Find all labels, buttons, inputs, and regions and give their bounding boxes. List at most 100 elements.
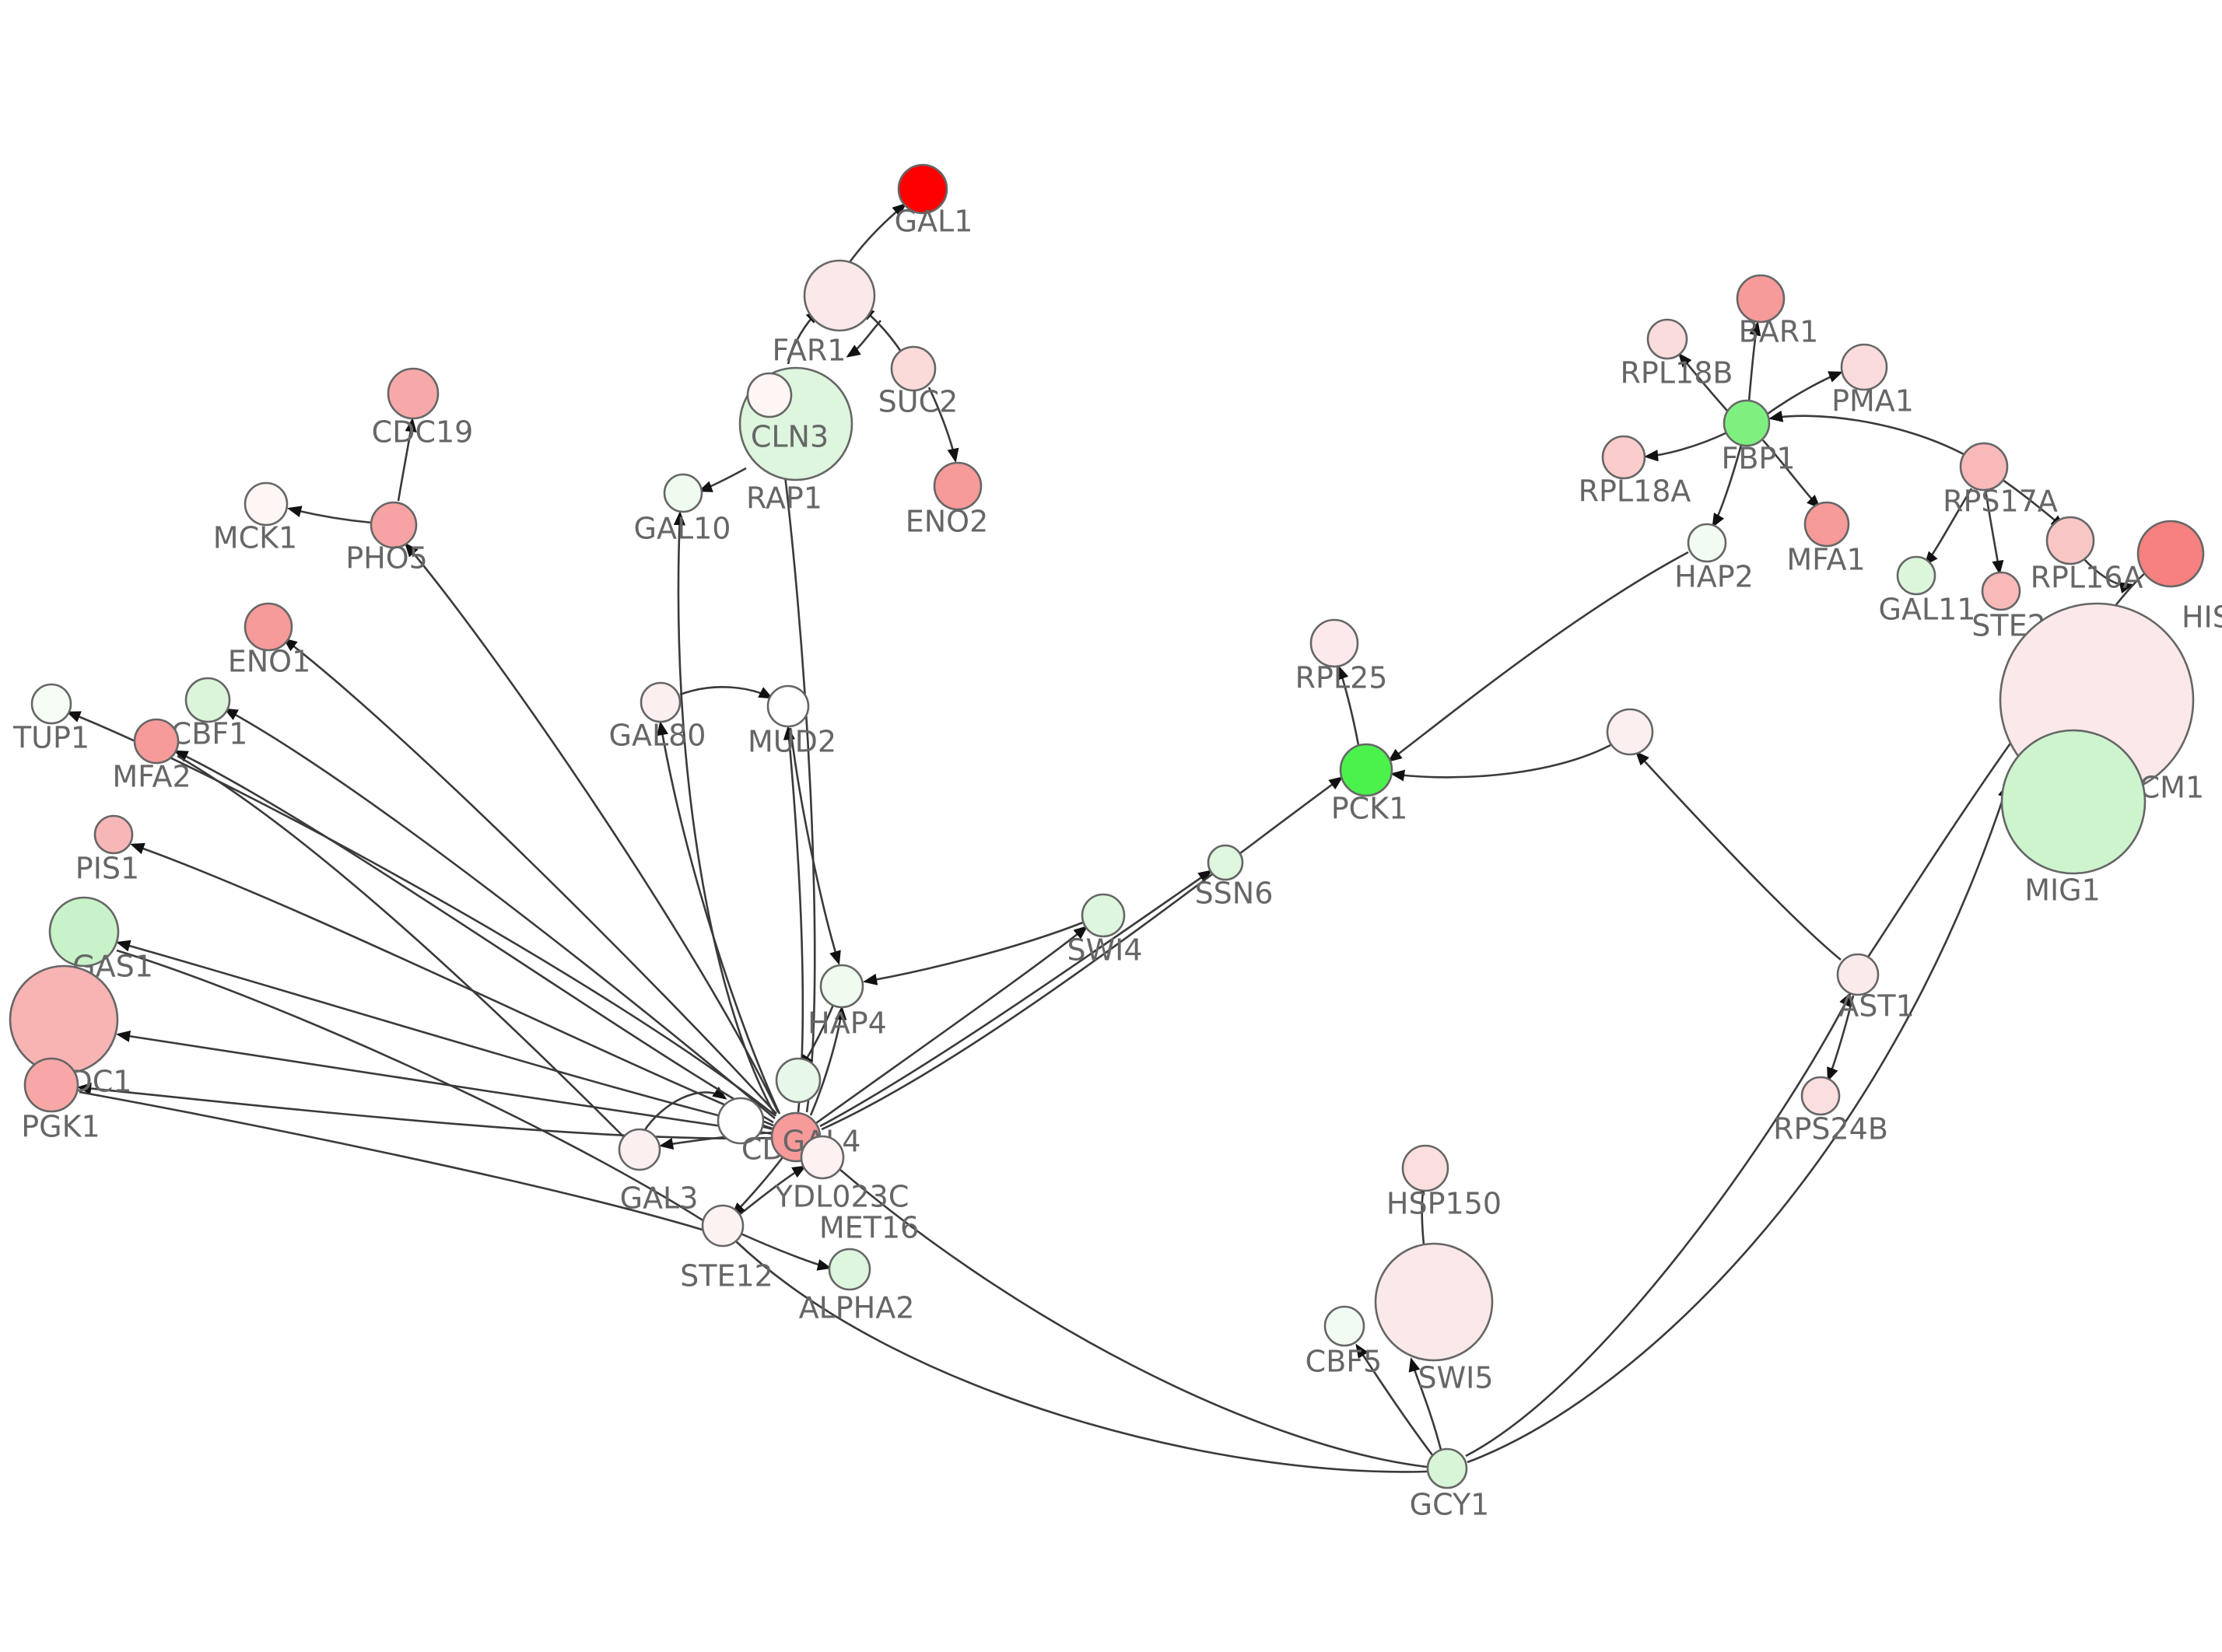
node-circle-gcy1[interactable] <box>1426 1447 1468 1489</box>
node-rap1[interactable]: RAP1 <box>746 372 822 516</box>
node-circle-pgk1[interactable] <box>23 1057 79 1113</box>
node-pho5[interactable]: PHO5 <box>345 501 428 576</box>
node-met16[interactable]: MET16 <box>819 1211 919 1245</box>
node-mfa2[interactable]: MFA2 <box>112 718 191 794</box>
node-his4[interactable]: HIS4 <box>2136 520 2222 635</box>
node-ast1[interactable]: AST1 <box>1836 953 1915 1024</box>
node-eno1[interactable]: ENO1 <box>228 602 311 679</box>
node-circle-ste12[interactable] <box>701 1204 745 1248</box>
node-circle-eno1[interactable] <box>244 602 293 652</box>
node-swi5[interactable]: SWI5 <box>1374 1242 1494 1395</box>
node-circle-gal11b[interactable] <box>775 1057 822 1104</box>
node-hsp150[interactable]: HSP150 <box>1386 1144 1502 1221</box>
node-circle-hap2[interactable] <box>1687 523 1727 563</box>
node-circle-gal11[interactable] <box>1896 555 1936 596</box>
node-circle-far1[interactable] <box>803 259 876 332</box>
node-circle-gas1[interactable] <box>48 896 120 968</box>
node-bar1[interactable]: BAR1 <box>1736 274 1818 349</box>
node-cbf5[interactable]: CBF5 <box>1306 1305 1383 1379</box>
node-gal3[interactable]: GAL3 <box>618 1128 698 1216</box>
node-circle-gal80[interactable] <box>640 681 682 723</box>
node-circle-hsp150[interactable] <box>1401 1144 1449 1192</box>
node-circle-pis1[interactable] <box>93 814 134 855</box>
node-circle-mig1top[interactable] <box>1606 708 1654 756</box>
node-mig1top[interactable] <box>1606 708 1654 756</box>
node-hap4[interactable]: HAP4 <box>808 964 887 1041</box>
node-circle-mfa1[interactable] <box>1803 501 1850 548</box>
node-circle-cdc[interactable] <box>717 1097 765 1145</box>
node-fbp1[interactable]: FBP1 <box>1721 399 1796 476</box>
node-gal10[interactable]: GAL10 <box>634 473 731 546</box>
node-rpl18a[interactable]: RPL18A <box>1579 435 1691 509</box>
node-rpl18b[interactable]: RPL18B <box>1621 318 1733 390</box>
node-rpl25[interactable]: RPL25 <box>1295 618 1388 695</box>
node-circle-alpha2[interactable] <box>828 1248 871 1291</box>
node-cdc19[interactable]: CDC19 <box>372 367 474 450</box>
node-mck1[interactable]: MCK1 <box>213 481 297 555</box>
node-circle-rap1[interactable] <box>746 372 793 418</box>
node-tup1[interactable]: TUP1 <box>12 683 89 755</box>
node-circle-rps24b[interactable] <box>1800 1076 1841 1116</box>
node-gal1[interactable]: GAL1 <box>895 163 973 239</box>
node-mig1[interactable]: MIG1 <box>2000 729 2147 908</box>
node-circle-fbp1[interactable] <box>1723 399 1771 447</box>
node-rps24b[interactable]: RPS24B <box>1773 1076 1888 1146</box>
node-far1[interactable]: FAR1 <box>773 259 876 368</box>
node-ssn6[interactable]: SSN6 <box>1195 844 1274 911</box>
node-circle-rps17a[interactable] <box>1959 442 2009 492</box>
node-circle-his4[interactable] <box>2136 520 2205 588</box>
node-circle-bar1[interactable] <box>1736 274 1786 324</box>
node-circle-eno2[interactable] <box>933 461 983 511</box>
node-cbf1[interactable]: CBF1 <box>171 677 248 751</box>
node-circle-swi4[interactable] <box>1081 893 1126 938</box>
node-circle-rpl18b[interactable] <box>1646 318 1688 360</box>
node-circle-ydl023c[interactable] <box>800 1135 845 1180</box>
node-circle-cdc19[interactable] <box>387 367 440 420</box>
node-circle-pma1[interactable] <box>1840 343 1888 391</box>
node-circle-gal1[interactable] <box>897 163 948 215</box>
node-circle-mig1[interactable] <box>2000 729 2147 875</box>
node-pck1[interactable]: PCK1 <box>1331 743 1408 826</box>
node-swi4[interactable]: SWI4 <box>1067 893 1143 968</box>
node-circle-ast1[interactable] <box>1836 953 1880 996</box>
node-mud2[interactable]: MUD2 <box>748 684 836 759</box>
node-circle-mud2[interactable] <box>766 684 810 728</box>
node-circle-ste2[interactable] <box>1981 571 2021 611</box>
node-circle-suc2[interactable] <box>890 345 937 392</box>
node-circle-pdc1[interactable] <box>9 964 119 1075</box>
node-rpl16a[interactable]: RPL16A <box>2031 516 2143 595</box>
node-gas1[interactable]: GAS1 <box>48 896 153 984</box>
node-ydl023c[interactable]: YDL023C <box>774 1135 909 1214</box>
node-circle-swi5[interactable] <box>1374 1242 1494 1362</box>
node-alpha2[interactable]: ALPHA2 <box>799 1248 915 1325</box>
node-circle-hap4[interactable] <box>819 964 864 1009</box>
node-circle-rpl16a[interactable] <box>2045 516 2095 565</box>
node-pis1[interactable]: PIS1 <box>75 814 139 886</box>
node-eno2[interactable]: ENO2 <box>906 461 989 539</box>
node-mfa1[interactable]: MFA1 <box>1786 501 1866 577</box>
node-circle-rpl25[interactable] <box>1309 618 1359 668</box>
node-circle-cbf1[interactable] <box>184 677 231 723</box>
node-circle-pho5[interactable] <box>370 501 418 549</box>
node-circle-rpl18a[interactable] <box>1601 435 1646 480</box>
node-gal11b[interactable] <box>775 1057 822 1104</box>
node-circle-tup1[interactable] <box>30 683 72 725</box>
node-circle-mfa2[interactable] <box>133 718 180 765</box>
node-label-gal80: GAL80 <box>609 719 706 753</box>
node-circle-pck1[interactable] <box>1339 743 1393 797</box>
node-pma1[interactable]: PMA1 <box>1831 343 1914 418</box>
node-gal11[interactable]: GAL11 <box>1879 555 1976 627</box>
node-circle-gal3[interactable] <box>618 1128 661 1171</box>
node-gal80[interactable]: GAL80 <box>609 681 706 753</box>
node-hap2[interactable]: HAP2 <box>1674 523 1754 594</box>
node-gcy1[interactable]: GCY1 <box>1410 1447 1490 1522</box>
node-pgk1[interactable]: PGK1 <box>21 1057 100 1144</box>
node-circle-cbf5[interactable] <box>1323 1305 1365 1347</box>
node-suc2[interactable]: SUC2 <box>878 345 959 419</box>
node-rps17a[interactable]: RPS17A <box>1943 442 2058 519</box>
node-ste12[interactable]: STE12 <box>680 1204 773 1293</box>
node-circle-ssn6[interactable] <box>1207 844 1244 881</box>
node-ste2[interactable]: STE2 <box>1971 571 2046 643</box>
node-circle-gal10[interactable] <box>663 473 703 513</box>
node-circle-mck1[interactable] <box>244 481 289 527</box>
